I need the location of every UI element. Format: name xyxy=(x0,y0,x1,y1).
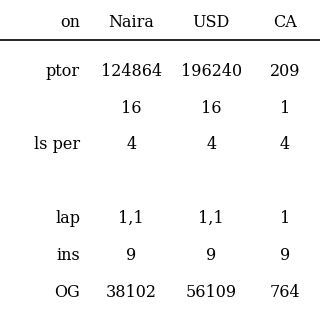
Text: 1: 1 xyxy=(280,100,290,116)
Text: 16: 16 xyxy=(201,100,221,116)
Text: 38102: 38102 xyxy=(106,284,157,300)
Text: USD: USD xyxy=(193,14,230,31)
Text: 56109: 56109 xyxy=(186,284,237,300)
Text: OG: OG xyxy=(54,284,80,300)
Text: lap: lap xyxy=(55,210,80,227)
Text: ptor: ptor xyxy=(46,63,80,80)
Text: 4: 4 xyxy=(280,136,290,153)
Text: 1: 1 xyxy=(280,210,290,227)
Text: Naira: Naira xyxy=(108,14,154,31)
Text: CA: CA xyxy=(273,14,297,31)
Text: 764: 764 xyxy=(269,284,300,300)
Text: 9: 9 xyxy=(126,247,136,264)
Text: 4: 4 xyxy=(206,136,216,153)
Text: ins: ins xyxy=(56,247,80,264)
Text: 4: 4 xyxy=(126,136,136,153)
Text: 1,1: 1,1 xyxy=(118,210,144,227)
Text: 1,1: 1,1 xyxy=(198,210,224,227)
Text: on: on xyxy=(60,14,80,31)
Text: 9: 9 xyxy=(206,247,216,264)
Text: 209: 209 xyxy=(269,63,300,80)
Text: 9: 9 xyxy=(280,247,290,264)
Text: 124864: 124864 xyxy=(100,63,162,80)
Text: ls per: ls per xyxy=(34,136,80,153)
Text: 196240: 196240 xyxy=(180,63,242,80)
Text: 16: 16 xyxy=(121,100,141,116)
